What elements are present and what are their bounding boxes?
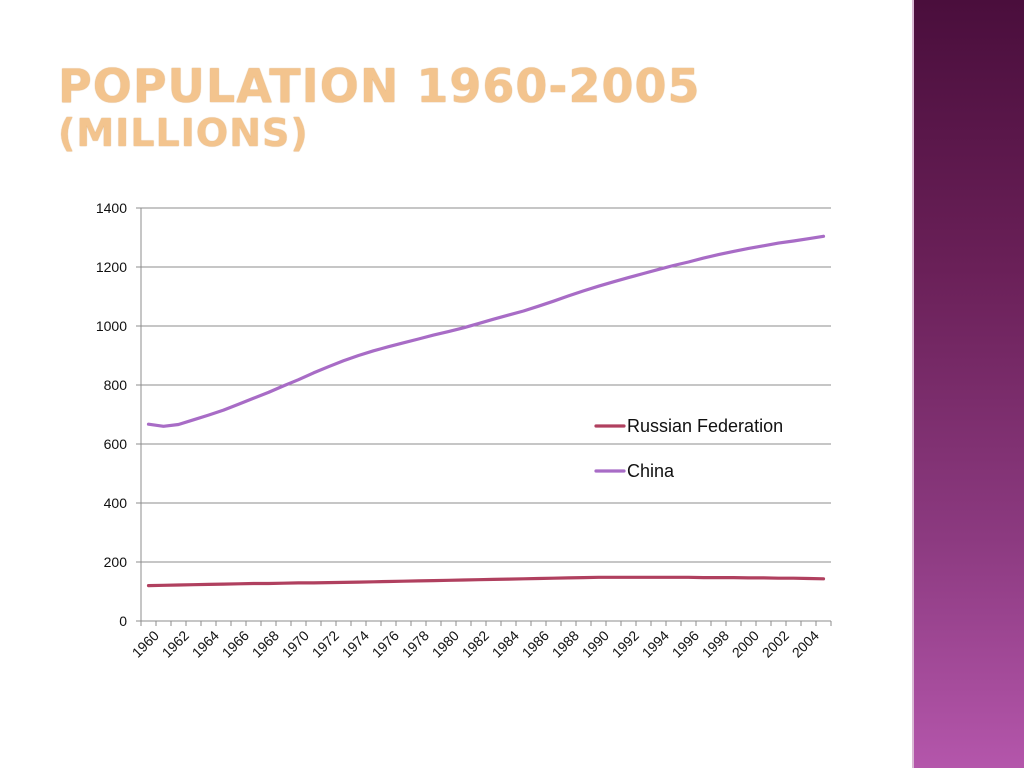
x-tick-label: 1966 [219,627,252,660]
y-tick-label: 800 [104,377,128,393]
x-tick-label: 1976 [369,627,402,660]
x-tick-label: 1986 [519,627,552,660]
population-line-chart: 0200400600800100012001400196019621964196… [96,200,832,661]
x-tick-label: 1968 [249,627,282,660]
slide-title-main: POPULATION 1960-2005 [58,59,701,113]
x-tick-label: 1988 [549,627,582,660]
x-tick-label: 1992 [609,627,642,660]
x-tick-label: 1982 [459,627,492,660]
x-tick-label: 1974 [339,627,372,660]
x-tick-label: 1960 [129,627,162,660]
x-tick-label: 1990 [579,627,612,660]
x-tick-label: 1994 [639,627,672,660]
sidebar-divider [912,0,914,768]
slide-title: POPULATION 1960-2005 (MILLIONS) [58,62,700,156]
x-tick-label: 1964 [189,627,222,660]
y-tick-label: 200 [104,554,128,570]
x-tick-label: 2004 [789,627,822,660]
series-line-russian-federation [146,575,826,588]
x-tick-label: 1978 [399,627,432,660]
y-tick-label: 1000 [96,318,127,334]
legend-label: Russian Federation [627,416,783,436]
legend-label: China [627,461,675,481]
x-tick-label: 1970 [279,627,312,660]
x-tick-label: 2000 [729,627,762,660]
y-tick-label: 600 [104,436,128,452]
x-tick-label: 1984 [489,627,522,660]
y-tick-label: 400 [104,495,128,511]
x-tick-label: 1962 [159,627,192,660]
x-tick-label: 1972 [309,627,342,660]
series-line-china [146,234,826,428]
decorative-sidebar [912,0,1024,768]
x-tick-label: 1980 [429,627,462,660]
y-tick-label: 1200 [96,259,127,275]
y-tick-label: 1400 [96,200,127,216]
x-tick-label: 1998 [699,627,732,660]
y-tick-label: 0 [119,613,127,629]
slide-title-subtitle: (MILLIONS) [58,111,309,155]
x-tick-label: 1996 [669,627,702,660]
x-tick-label: 2002 [759,627,792,660]
